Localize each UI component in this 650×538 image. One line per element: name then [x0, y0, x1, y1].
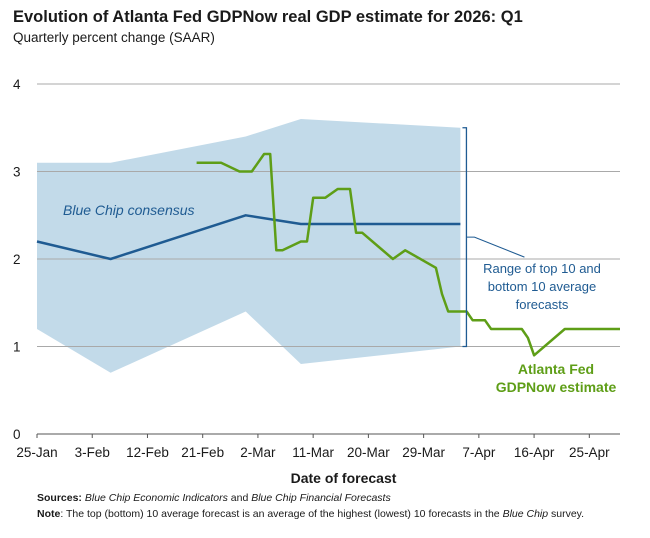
- y-tick-label: 1: [13, 340, 21, 355]
- x-tick-label: 7-Apr: [462, 445, 496, 460]
- sources-label: Sources:: [37, 492, 82, 504]
- gdpnow-label-line: GDPNow estimate: [496, 379, 617, 395]
- range-label-line: bottom 10 average: [488, 279, 596, 294]
- chart-title: Evolution of Atlanta Fed GDPNow real GDP…: [13, 8, 523, 26]
- y-tick-label: 4: [13, 77, 21, 92]
- range-bracket: [462, 127, 468, 348]
- note-label: Note: [37, 508, 61, 520]
- x-tick-label: 16-Apr: [514, 445, 555, 460]
- series-label-blue-chip: Blue Chip consensus: [63, 202, 195, 218]
- range-leader-line: [466, 236, 525, 258]
- footnotes: Sources: Blue Chip Economic Indicators a…: [37, 490, 584, 522]
- chart-subtitle: Quarterly percent change (SAAR): [13, 30, 215, 45]
- note-text: : The top (bottom) 10 average forecast i…: [60, 508, 503, 520]
- x-tick-label: 12-Feb: [126, 445, 169, 460]
- y-tick-label: 3: [13, 165, 21, 180]
- note-end: survey.: [548, 508, 585, 520]
- range-label-line: Range of top 10 and: [483, 261, 601, 276]
- x-tick-label: 11-Mar: [292, 445, 334, 460]
- x-tick-label: 25-Apr: [569, 445, 610, 460]
- sources-line: Sources: Blue Chip Economic Indicators a…: [37, 490, 584, 506]
- x-tick-label: 29-Mar: [402, 445, 445, 460]
- note-line: Note: The top (bottom) 10 average foreca…: [37, 506, 584, 522]
- x-tick-label: 20-Mar: [347, 445, 390, 460]
- range-label-line: forecasts: [516, 297, 569, 312]
- x-tick-label: 21-Feb: [181, 445, 224, 460]
- x-tick-label: 25-Jan: [16, 445, 57, 460]
- gdpnow-label-line: Atlanta Fed: [518, 361, 594, 377]
- range-band: [37, 119, 461, 373]
- y-tick-label: 2: [13, 252, 21, 267]
- note-blue-chip: Blue Chip: [502, 508, 549, 520]
- sources-joiner: and: [227, 492, 252, 504]
- series-line-gdpnow: [196, 152, 620, 357]
- sources-title-2: Blue Chip Financial Forecasts: [251, 492, 391, 504]
- x-axis-title: Date of forecast: [291, 470, 397, 486]
- sources-title-1: Blue Chip Economic Indicators: [84, 492, 228, 504]
- x-tick-label: 3-Feb: [75, 445, 110, 460]
- x-tick-label: 2-Mar: [240, 445, 276, 460]
- y-tick-label: 0: [13, 427, 21, 442]
